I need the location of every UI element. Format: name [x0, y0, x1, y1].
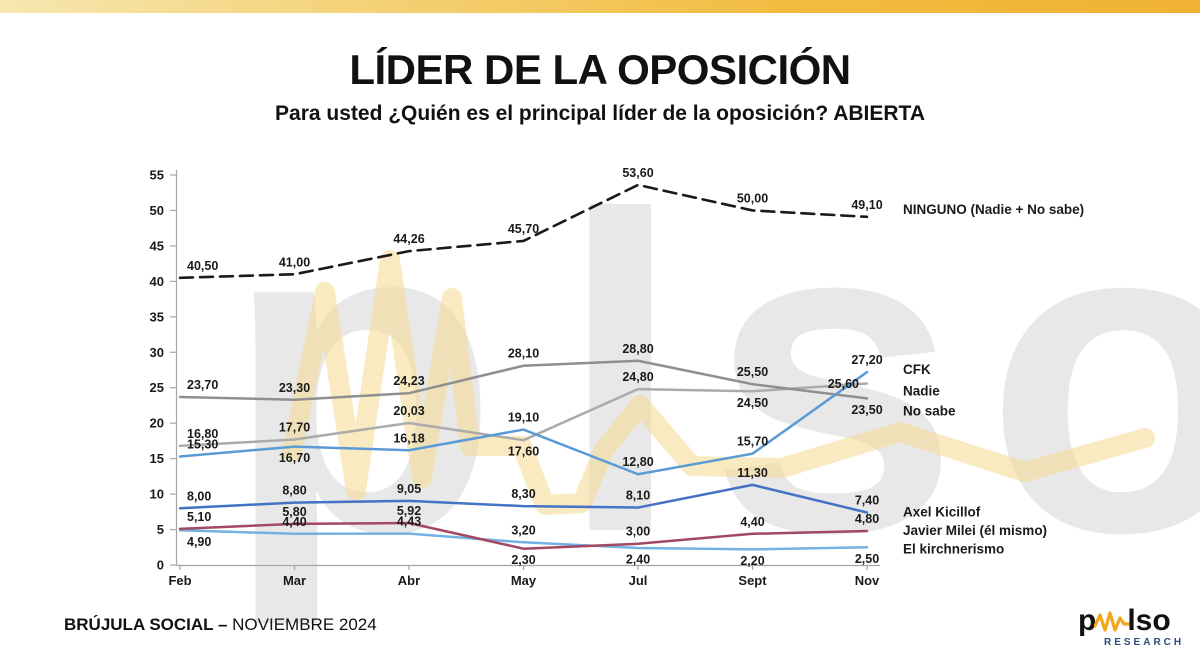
data-label-axel-kicillof: 11,30 — [737, 466, 768, 480]
data-label-nadie: 16,80 — [187, 427, 218, 441]
data-label-ninguno-nadie-no-sabe: 50,00 — [737, 191, 768, 205]
page-subtitle: Para usted ¿Quién es el principal líder … — [275, 102, 925, 125]
y-axis-tick-label: 50 — [150, 203, 164, 218]
data-label-no-sabe: 23,30 — [279, 381, 310, 395]
legend-label-cfk: CFK — [903, 362, 931, 377]
logo-text-lso: lso — [1127, 604, 1171, 637]
watermark-letter-p: p — [224, 124, 525, 626]
y-axis-tick-label: 45 — [150, 238, 164, 253]
data-label-javier-milei-el-mismo: 5,80 — [282, 505, 306, 519]
footer-brand: BRÚJULA SOCIAL – NOVIEMBRE 2024 — [64, 615, 377, 635]
data-label-javier-milei-el-mismo: 2,30 — [511, 553, 535, 567]
data-label-javier-milei-el-mismo: 5,92 — [397, 504, 421, 518]
data-label-ninguno-nadie-no-sabe: 40,50 — [187, 259, 218, 273]
data-label-el-kirchnerismo: 4,43 — [397, 515, 421, 529]
footer-brand-rest: NOVIEMBRE 2024 — [227, 615, 377, 634]
y-axis-tick-label: 30 — [150, 345, 164, 360]
data-label-cfk: 15,30 — [187, 438, 218, 452]
data-label-el-kirchnerismo: 4,90 — [187, 535, 211, 549]
y-axis-tick-label: 10 — [150, 487, 164, 502]
series-line-javier-milei-el-mismo — [178, 521, 869, 550]
legend-label-ninguno-nadie-no-sabe: NINGUNO (Nadie + No sabe) — [903, 202, 1084, 217]
x-axis-tick-label: Mar — [283, 573, 306, 588]
legend-label-nadie: Nadie — [903, 383, 940, 398]
data-label-ninguno-nadie-no-sabe: 41,00 — [279, 255, 310, 269]
x-axis-tick-label: Sept — [738, 573, 767, 588]
data-label-cfk: 15,70 — [737, 435, 768, 449]
data-label-no-sabe: 28,80 — [622, 342, 653, 356]
series-line-ninguno-nadie-no-sabe — [178, 183, 869, 280]
data-label-cfk: 12,80 — [622, 455, 653, 469]
data-label-no-sabe: 23,50 — [851, 403, 882, 417]
data-label-no-sabe: 25,50 — [737, 365, 768, 379]
data-label-nadie: 24,50 — [737, 396, 768, 410]
data-label-axel-kicillof: 8,80 — [282, 484, 306, 498]
data-label-el-kirchnerismo: 2,50 — [855, 552, 879, 566]
data-label-axel-kicillof: 7,40 — [855, 494, 879, 508]
data-label-no-sabe: 28,10 — [508, 347, 539, 361]
y-axis-tick-label: 15 — [150, 451, 164, 466]
data-label-no-sabe: 24,23 — [393, 374, 424, 388]
data-label-javier-milei-el-mismo: 5,10 — [187, 510, 211, 524]
x-axis-tick-label: Jul — [629, 573, 648, 588]
series-line-el-kirchnerismo — [178, 529, 869, 551]
data-label-cfk: 16,70 — [279, 451, 310, 465]
data-label-nadie: 17,60 — [508, 445, 539, 459]
x-axis-tick-label: May — [511, 573, 537, 588]
y-axis-tick-label: 25 — [150, 380, 164, 395]
pulso-research-logo: p lso RESEARCH — [1078, 604, 1188, 649]
data-label-ninguno-nadie-no-sabe: 53,60 — [622, 166, 653, 180]
logo-text-p: p — [1078, 604, 1097, 637]
legend-label-axel-kicillof: Axel Kicillof — [903, 505, 981, 520]
data-label-nadie: 24,80 — [622, 370, 653, 384]
data-label-cfk: 19,10 — [508, 411, 539, 425]
series-line-nadie — [178, 382, 869, 448]
y-axis-tick-label: 35 — [150, 309, 164, 324]
data-label-axel-kicillof: 9,05 — [397, 482, 421, 496]
data-label-nadie: 25,60 — [828, 377, 859, 391]
y-axis-tick-label: 40 — [150, 274, 164, 289]
logo-subtitle: RESEARCH — [1104, 637, 1185, 648]
footer-brand-bold: BRÚJULA SOCIAL – — [64, 615, 228, 634]
data-label-cfk: 16,18 — [393, 431, 424, 445]
data-label-el-kirchnerismo: 4,40 — [282, 515, 306, 529]
legend-label-javier-milei-el-mismo: Javier Milei (él mismo) — [903, 523, 1047, 538]
y-axis-tick-label: 0 — [157, 558, 164, 573]
series-line-no-sabe — [178, 359, 869, 402]
page-title: LÍDER DE LA OPOSICIÓN — [349, 46, 851, 93]
watermark-letters-lso: lso — [558, 124, 1200, 626]
data-label-axel-kicillof: 8,30 — [511, 487, 535, 501]
data-label-el-kirchnerismo: 2,40 — [626, 552, 650, 566]
pulse-wave-icon — [1094, 611, 1131, 632]
data-label-javier-milei-el-mismo: 4,80 — [855, 512, 879, 526]
data-label-ninguno-nadie-no-sabe: 49,10 — [851, 198, 882, 212]
data-label-el-kirchnerismo: 3,20 — [511, 523, 535, 537]
legend-label-no-sabe: No sabe — [903, 403, 956, 418]
legend-label-el-kirchnerismo: El kirchnerismo — [903, 541, 1004, 556]
x-axis-tick-label: Feb — [168, 573, 191, 588]
series-line-axel-kicillof — [178, 483, 869, 514]
data-label-nadie: 20,03 — [393, 404, 424, 418]
data-label-ninguno-nadie-no-sabe: 45,70 — [508, 222, 539, 236]
data-label-axel-kicillof: 8,10 — [626, 489, 650, 503]
top-accent-bar — [0, 0, 1200, 13]
x-axis-tick-label: Nov — [855, 573, 880, 588]
data-label-nadie: 17,70 — [279, 420, 310, 434]
y-axis-tick-label: 55 — [150, 168, 164, 183]
series-line-cfk — [178, 370, 869, 476]
data-label-axel-kicillof: 8,00 — [187, 489, 211, 503]
y-axis-tick-label: 5 — [157, 522, 164, 537]
data-label-el-kirchnerismo: 2,20 — [740, 554, 764, 568]
data-label-no-sabe: 23,70 — [187, 378, 218, 392]
data-label-cfk: 27,20 — [851, 353, 882, 367]
data-label-javier-milei-el-mismo: 4,40 — [740, 515, 764, 529]
data-label-ninguno-nadie-no-sabe: 44,26 — [393, 232, 424, 246]
data-label-javier-milei-el-mismo: 3,00 — [626, 525, 650, 539]
y-axis-tick-label: 20 — [150, 416, 164, 431]
x-axis-tick-label: Abr — [398, 573, 420, 588]
